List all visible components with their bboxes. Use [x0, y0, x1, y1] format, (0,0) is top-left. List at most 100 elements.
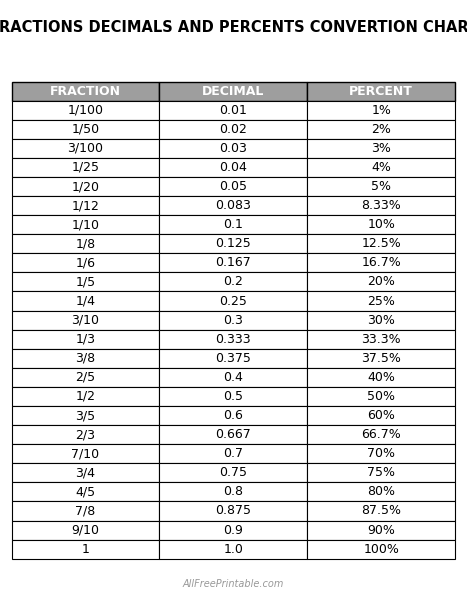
Bar	[307, 234, 455, 253]
Text: 50%: 50%	[367, 390, 395, 403]
Text: 2%: 2%	[371, 123, 391, 136]
Bar	[12, 234, 159, 253]
Text: DECIMAL: DECIMAL	[202, 85, 264, 98]
Bar	[307, 483, 455, 501]
Text: 2/3: 2/3	[76, 428, 96, 441]
Text: 0.7: 0.7	[223, 447, 243, 460]
Bar	[12, 444, 159, 463]
Text: 3/8: 3/8	[76, 352, 96, 365]
Text: 1/3: 1/3	[76, 333, 96, 345]
Text: 37.5%: 37.5%	[361, 352, 401, 365]
Bar	[12, 406, 159, 425]
Text: 0.25: 0.25	[219, 295, 247, 307]
Bar	[307, 272, 455, 292]
Text: 1.0: 1.0	[223, 542, 243, 556]
Bar	[159, 234, 307, 253]
Text: 3/5: 3/5	[76, 409, 96, 422]
Text: FRACTIONS DECIMALS AND PERCENTS CONVERTION CHART: FRACTIONS DECIMALS AND PERCENTS CONVERTI…	[0, 20, 467, 34]
Bar	[12, 120, 159, 139]
Bar	[307, 463, 455, 483]
Bar	[307, 158, 455, 177]
Text: 40%: 40%	[368, 371, 395, 384]
Text: AllFreePrintable.com: AllFreePrintable.com	[183, 579, 284, 589]
Bar	[12, 177, 159, 196]
Text: PERCENT: PERCENT	[349, 85, 413, 98]
Bar	[159, 120, 307, 139]
Text: 20%: 20%	[368, 275, 395, 289]
Text: 0.333: 0.333	[215, 333, 251, 345]
Text: 0.01: 0.01	[219, 104, 247, 117]
Text: 1/25: 1/25	[71, 161, 99, 174]
Bar	[307, 139, 455, 158]
Bar	[159, 82, 307, 101]
Bar	[307, 444, 455, 463]
Text: 87.5%: 87.5%	[361, 504, 401, 518]
Bar	[159, 292, 307, 310]
Bar	[307, 349, 455, 368]
Bar	[12, 82, 159, 101]
Bar	[307, 120, 455, 139]
Bar	[307, 501, 455, 521]
Bar	[159, 406, 307, 425]
Text: 1/12: 1/12	[71, 199, 99, 212]
Bar	[12, 196, 159, 215]
Bar	[307, 521, 455, 539]
Text: 1/2: 1/2	[76, 390, 96, 403]
Bar	[159, 539, 307, 559]
Bar	[159, 101, 307, 120]
Text: 0.375: 0.375	[215, 352, 251, 365]
Bar	[307, 368, 455, 387]
Text: 3/10: 3/10	[71, 313, 99, 327]
Bar	[159, 368, 307, 387]
Text: 0.875: 0.875	[215, 504, 251, 518]
Bar	[12, 463, 159, 483]
Text: 2/5: 2/5	[76, 371, 96, 384]
Text: 0.2: 0.2	[223, 275, 243, 289]
Text: 0.8: 0.8	[223, 486, 243, 498]
Bar	[307, 425, 455, 444]
Bar	[307, 82, 455, 101]
Text: 4/5: 4/5	[76, 486, 96, 498]
Text: 9/10: 9/10	[71, 524, 99, 536]
Text: 1/6: 1/6	[76, 256, 96, 269]
Bar	[12, 272, 159, 292]
Text: 1/50: 1/50	[71, 123, 99, 136]
Bar	[307, 539, 455, 559]
Bar	[159, 310, 307, 330]
Text: 8.33%: 8.33%	[361, 199, 401, 212]
Bar	[159, 272, 307, 292]
Text: 0.03: 0.03	[219, 142, 247, 155]
Text: 12.5%: 12.5%	[361, 237, 401, 250]
Text: 5%: 5%	[371, 180, 391, 193]
Bar	[159, 253, 307, 272]
Bar	[159, 177, 307, 196]
Text: 10%: 10%	[368, 218, 395, 231]
Bar	[12, 425, 159, 444]
Bar	[12, 501, 159, 521]
Text: 0.083: 0.083	[215, 199, 251, 212]
Text: 1/10: 1/10	[71, 218, 99, 231]
Bar	[307, 253, 455, 272]
Text: 0.05: 0.05	[219, 180, 248, 193]
Bar	[159, 463, 307, 483]
Text: 80%: 80%	[367, 486, 395, 498]
Text: 30%: 30%	[368, 313, 395, 327]
Bar	[159, 349, 307, 368]
Text: 0.1: 0.1	[223, 218, 243, 231]
Text: 0.3: 0.3	[223, 313, 243, 327]
Text: 1: 1	[82, 542, 90, 556]
Bar	[159, 330, 307, 349]
Bar	[12, 330, 159, 349]
Text: 4%: 4%	[371, 161, 391, 174]
Bar	[12, 215, 159, 234]
Bar	[307, 330, 455, 349]
Text: 70%: 70%	[367, 447, 395, 460]
Bar	[307, 292, 455, 310]
Bar	[307, 387, 455, 406]
Text: 3/100: 3/100	[68, 142, 104, 155]
Bar	[159, 501, 307, 521]
Bar	[159, 158, 307, 177]
Text: 66.7%: 66.7%	[361, 428, 401, 441]
Bar	[159, 139, 307, 158]
Bar	[159, 425, 307, 444]
